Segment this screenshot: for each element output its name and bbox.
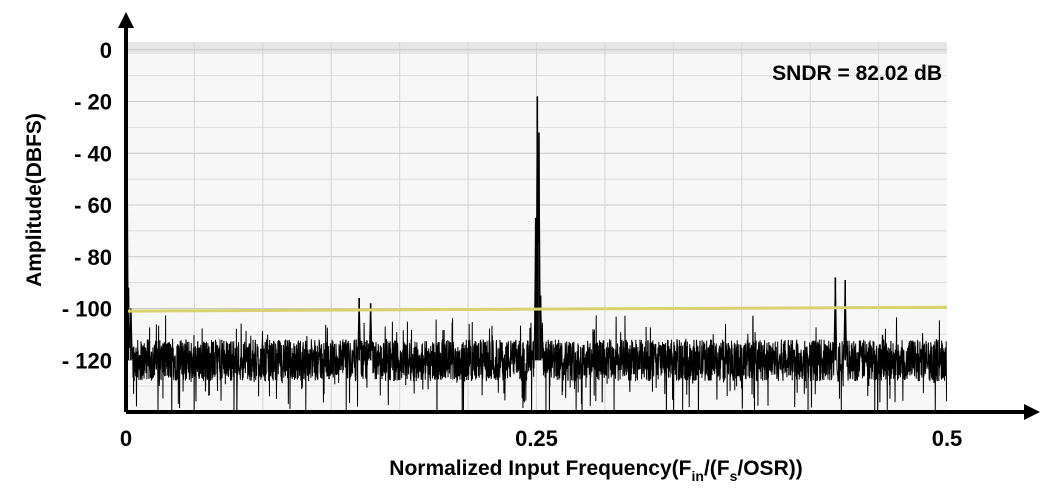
series-layer <box>126 54 947 412</box>
x-tick-label: 0.25 <box>515 426 558 451</box>
y-tick-label: - 20 <box>74 90 112 115</box>
y-tick-label: - 60 <box>74 193 112 218</box>
x-tick-label: 0.5 <box>932 426 963 451</box>
x-axis-title-mid: /(F <box>704 457 730 480</box>
reference-line <box>126 305 947 313</box>
x-axis-arrow <box>1024 404 1040 420</box>
y-axis-arrow <box>118 12 134 28</box>
x-tick-labels: 0 0.25 0.5 <box>120 426 962 451</box>
x-axis-title-end: /OSR)) <box>737 457 802 480</box>
y-tick-label: 0 <box>100 38 112 63</box>
sndr-annotation: SNDR = 82.02 dB <box>772 62 942 85</box>
y-tick-label: - 40 <box>74 141 112 166</box>
y-tick-label: - 120 <box>62 348 112 373</box>
x-axis-title-sub-s: s <box>730 468 738 484</box>
y-tick-labels: 0 - 20 - 40 - 60 - 80 - 100 - 120 <box>62 38 112 373</box>
y-axis-title: Amplitude(DBFS) <box>23 113 46 287</box>
x-axis-title: Normalized Input Frequency(Fin/(Fs/OSR)) <box>389 457 802 484</box>
x-axis-title-sub-in: in <box>691 468 703 484</box>
spectrum-series <box>126 54 947 412</box>
x-tick-label: 0 <box>120 426 132 451</box>
x-axis-title-main: Normalized Input Frequency(F <box>389 457 691 480</box>
y-tick-label: - 100 <box>62 297 112 322</box>
y-tick-label: - 80 <box>74 245 112 270</box>
